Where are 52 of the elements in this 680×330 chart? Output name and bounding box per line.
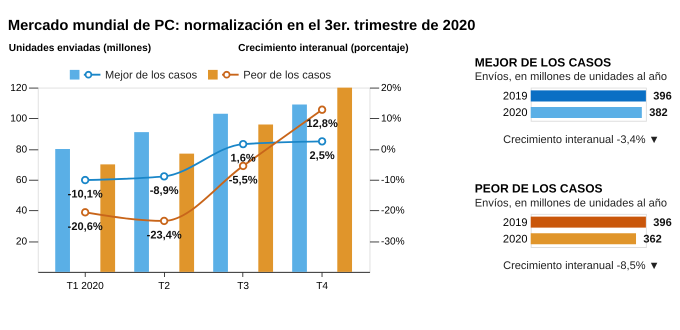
chart-title: MEJOR DE LOS CASOS bbox=[474, 55, 612, 70]
point bbox=[318, 106, 326, 114]
x-tick-label: T2 bbox=[158, 280, 170, 292]
point bbox=[160, 172, 168, 181]
data-label: -5,5% bbox=[228, 174, 258, 186]
bar bbox=[258, 124, 274, 272]
bar bbox=[134, 132, 149, 272]
chart-subtitle: Envíos, en millones de unidades al año bbox=[474, 197, 668, 210]
y-tick-label: 20 bbox=[16, 236, 28, 248]
data-label: -8,9% bbox=[150, 184, 179, 197]
y-tick-label: 120 bbox=[10, 82, 28, 94]
y2-tick-label: -20% bbox=[381, 206, 405, 217]
bar bbox=[337, 88, 352, 272]
y-tick-label: 80 bbox=[16, 144, 28, 156]
y2-tick-label: 10% bbox=[381, 114, 402, 125]
legend-label: Peor de los casos bbox=[243, 69, 332, 82]
text: Crecimiento interanual -8,5% ▼ bbox=[503, 260, 660, 272]
point bbox=[80, 208, 90, 216]
data-label: 12,8% bbox=[306, 118, 338, 130]
point bbox=[160, 216, 168, 226]
y2-tick-label: -30% bbox=[381, 236, 405, 248]
x-tick-label: T1 2020 bbox=[66, 280, 104, 292]
y-tick-label: 2020 bbox=[502, 107, 528, 120]
y2-tick-label: -10% bbox=[381, 174, 405, 186]
x-tick-label: T3 bbox=[237, 280, 250, 292]
data-label: 396 bbox=[653, 90, 672, 103]
chart-subtitle: Envíos, en millones de unidades al año bbox=[474, 71, 668, 84]
y2-axis-title: Crecimiento interanual (porcentaje) bbox=[238, 43, 409, 54]
y2-tick-label: 20% bbox=[381, 82, 402, 94]
bar bbox=[55, 149, 70, 272]
y-tick-label: 100 bbox=[10, 114, 28, 125]
point bbox=[318, 137, 326, 146]
x-tick-label: T4 bbox=[316, 280, 328, 292]
y-tick-label: 40 bbox=[16, 206, 28, 217]
bar bbox=[213, 114, 228, 272]
y-tick-label: 2019 bbox=[502, 90, 528, 103]
chart-title: Mercado mundial de PC: normalización en el 3er. trimestre de 2020 bbox=[8, 18, 476, 34]
point bbox=[238, 140, 248, 148]
y-tick-label: 2019 bbox=[502, 216, 528, 229]
bar bbox=[292, 104, 307, 272]
y2-tick-label: 0% bbox=[381, 144, 396, 156]
data-label: 362 bbox=[643, 233, 662, 246]
legend-label: Mejor de los casos bbox=[105, 69, 198, 82]
y-axis-title: Unidades enviadas (millones) bbox=[8, 43, 152, 54]
text: Crecimiento interanual -3,4% ▼ bbox=[503, 134, 660, 146]
data-label: 2,5% bbox=[310, 150, 335, 162]
chart-title: PEOR DE LOS CASOS bbox=[474, 182, 603, 196]
point bbox=[80, 176, 90, 184]
data-label: 382 bbox=[649, 107, 668, 120]
data-label: 396 bbox=[653, 216, 672, 229]
y-tick-label: 60 bbox=[16, 174, 28, 186]
y-tick-label: 2020 bbox=[502, 233, 528, 246]
